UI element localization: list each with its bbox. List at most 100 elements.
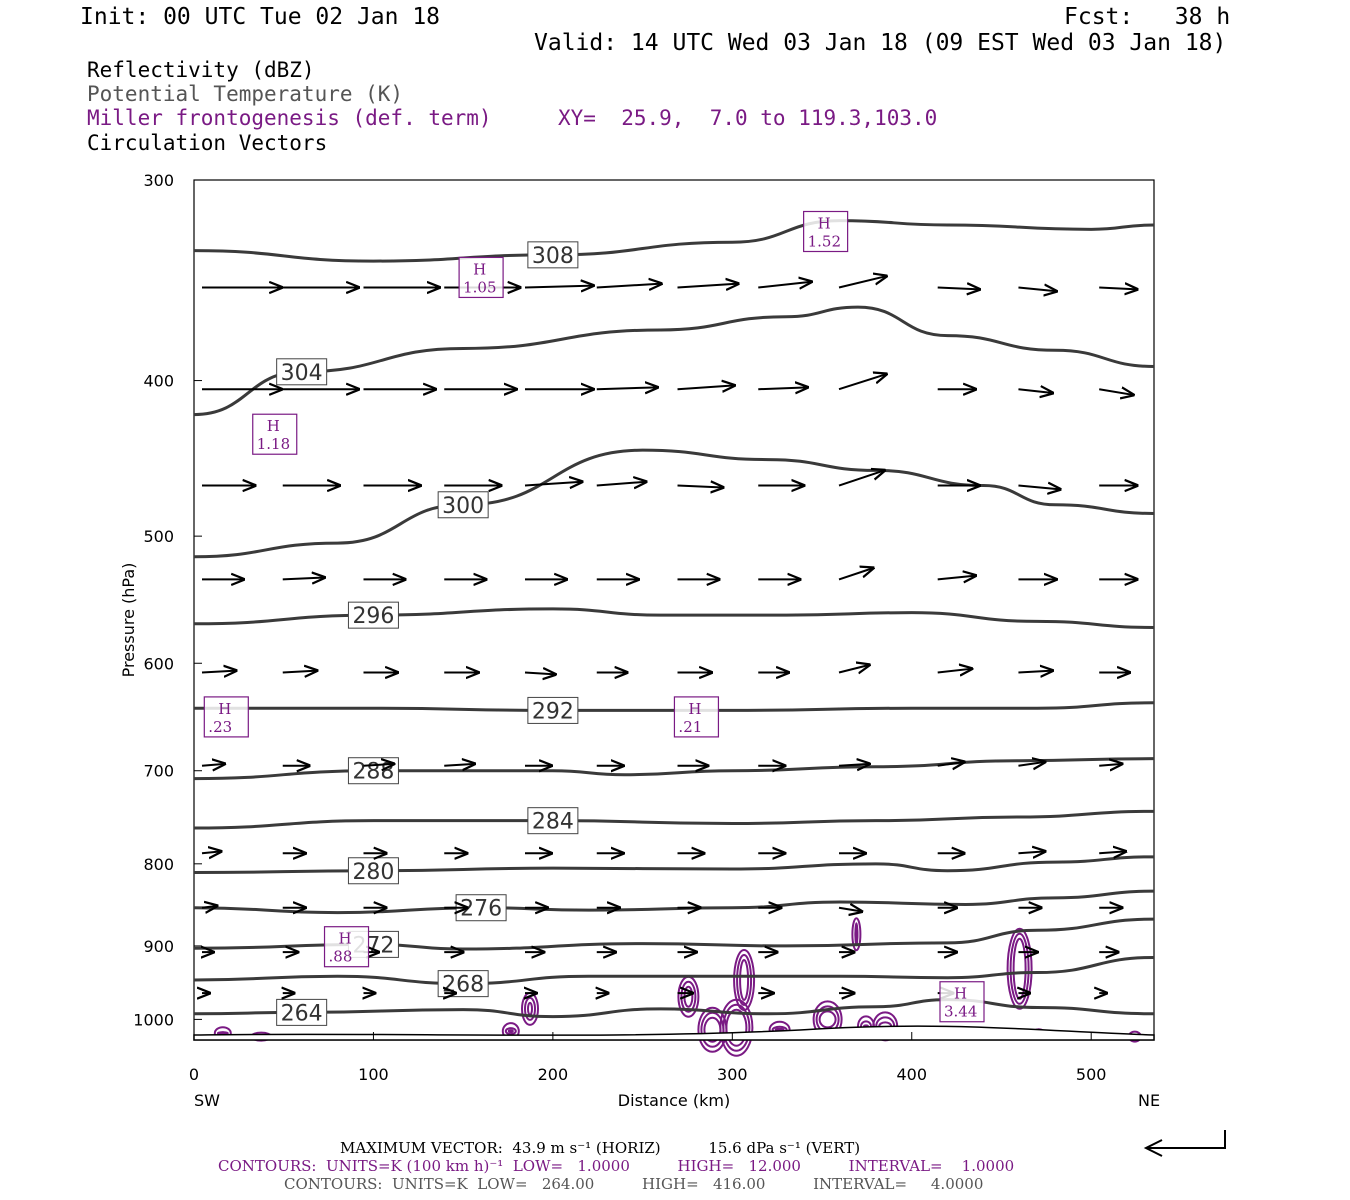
frontogenesis-max-value: 3.44 xyxy=(944,1003,977,1021)
circulation-vector xyxy=(1018,287,1056,291)
frontogenesis-contour xyxy=(507,1029,514,1034)
frontogenesis-max-value: .88 xyxy=(329,948,353,966)
frontogenesis-max-value: 1.52 xyxy=(808,233,841,251)
circulation-vector xyxy=(937,669,972,673)
circulation-vector xyxy=(838,470,885,487)
theta-label-box xyxy=(276,998,328,1026)
legend-frontogenesis: Miller frontogenesis (def. term) xyxy=(87,106,492,130)
theta-contour-300 xyxy=(193,448,1155,559)
theta-contour-288 xyxy=(193,757,1155,781)
circulation-vector xyxy=(524,482,582,486)
y-tick-label: 300 xyxy=(143,171,174,190)
frontogenesis-contour xyxy=(818,1010,837,1029)
frontogenesis-max-box xyxy=(458,256,504,299)
x-tick-label: 100 xyxy=(358,1065,389,1084)
theta-label-box xyxy=(437,491,489,519)
circulation-vector xyxy=(1018,671,1052,673)
circulation-vector xyxy=(524,672,555,674)
y-tick-label: 800 xyxy=(143,855,174,874)
frontogenesis-max-label: H xyxy=(818,215,831,233)
theta-contour-308 xyxy=(193,219,1155,263)
circulation-vector xyxy=(596,387,658,389)
circulation-vector xyxy=(282,577,325,579)
frontogenesis-contour xyxy=(736,953,753,1006)
frontogenesis-contour xyxy=(739,958,750,1001)
frontogenesis-max-value: .23 xyxy=(208,718,232,736)
y-axis-title: Pressure (hPa) xyxy=(119,563,138,678)
y-tick-label: 700 xyxy=(143,762,174,781)
frontogenesis-contour xyxy=(504,1027,517,1036)
frontogenesis-max-value: .21 xyxy=(678,718,702,736)
circulation-vector xyxy=(201,851,221,853)
valid-time: Valid: 14 UTC Wed 03 Jan 18 (09 EST Wed … xyxy=(534,30,1227,56)
frontogenesis-max-label: H xyxy=(267,417,280,435)
circulation-vector xyxy=(677,385,735,389)
frontogenesis-contour xyxy=(219,1031,226,1036)
theta-contour-label: 296 xyxy=(352,604,394,629)
frontogenesis-contour xyxy=(722,1003,751,1052)
frontogenesis-max-label: H xyxy=(218,700,231,718)
theta-contour-280 xyxy=(193,855,1155,874)
forecast-hour: Fcst: 38 h xyxy=(1064,4,1231,30)
theta-contour-label: 308 xyxy=(532,244,574,269)
circulation-vector xyxy=(838,276,887,289)
circulation-vector xyxy=(677,284,739,288)
circulation-vector xyxy=(282,671,317,673)
theta-contour-label: 292 xyxy=(532,699,574,724)
init-time: Init: 00 UTC Tue 02 Jan 18 xyxy=(80,4,441,30)
frontogenesis-max-value: 1.18 xyxy=(257,435,290,453)
theta-label-box xyxy=(527,241,579,269)
frontogenesis-max-box xyxy=(803,210,849,253)
circulation-vector xyxy=(937,762,965,766)
frontogenesis-max-box xyxy=(939,981,985,1023)
frontogenesis-max-box xyxy=(203,696,249,738)
theta-label-box xyxy=(276,358,328,386)
circulation-vector xyxy=(1099,287,1137,289)
frontogenesis-contour xyxy=(527,1001,533,1016)
circulation-vector xyxy=(201,906,217,908)
cross-section-xy: XY= 25.9, 7.0 to 119.3,103.0 xyxy=(558,106,938,130)
frontogenesis-contour xyxy=(1009,932,1030,1005)
circulation-vector xyxy=(677,486,724,488)
circulation-vector xyxy=(1099,764,1122,766)
frontogenesis-max-label: H xyxy=(339,930,352,948)
frontogenesis-contour xyxy=(683,985,694,1008)
legend-circulation-vectors: Circulation Vectors xyxy=(87,131,328,155)
theta-contour-276 xyxy=(193,889,1155,915)
circulation-vector xyxy=(838,374,887,391)
frontogenesis-contour xyxy=(1012,937,1027,1000)
circulation-vector xyxy=(596,482,646,486)
theta-label-box xyxy=(347,601,399,629)
x-end-label-ne: NE xyxy=(1138,1091,1160,1110)
theta-contour-label: 284 xyxy=(532,810,574,835)
legend-potential-temperature: Potential Temperature (K) xyxy=(87,82,404,106)
plot-frame xyxy=(193,179,1155,1041)
circulation-vector xyxy=(758,282,811,288)
theta-contour-label: 300 xyxy=(442,494,484,519)
circulation-vector xyxy=(363,764,393,766)
reference-vector-icon xyxy=(1143,1130,1226,1157)
y-tick-label: 600 xyxy=(143,654,174,673)
theta-contour-304 xyxy=(193,305,1155,417)
x-tick-label: 300 xyxy=(717,1065,748,1084)
reflectivity-blobs xyxy=(193,917,1155,1057)
y-tick-label: 500 xyxy=(143,527,174,546)
circulation-vector xyxy=(1018,762,1045,766)
theta-contour-label: 276 xyxy=(460,897,502,922)
x-tick-label: 400 xyxy=(896,1065,927,1084)
frontogenesis-max-label: H xyxy=(473,260,486,278)
x-axis-title: Distance (km) xyxy=(618,1091,730,1110)
frontogenesis-contour xyxy=(1006,927,1033,1010)
theta-contour-label: 264 xyxy=(281,1001,323,1026)
frontogenesis-contour xyxy=(854,927,859,942)
circulation-vector xyxy=(838,665,869,673)
theta-contour-284 xyxy=(193,809,1155,830)
x-tick-label: 500 xyxy=(1076,1065,1107,1084)
frontogenesis-max-label: H xyxy=(954,985,967,1003)
circulation-vector xyxy=(201,764,225,766)
theta-contour-264 xyxy=(193,998,1155,1019)
circulation-vector xyxy=(838,568,873,581)
theta-label-box xyxy=(347,857,399,885)
x-end-label-sw: SW xyxy=(194,1091,220,1110)
